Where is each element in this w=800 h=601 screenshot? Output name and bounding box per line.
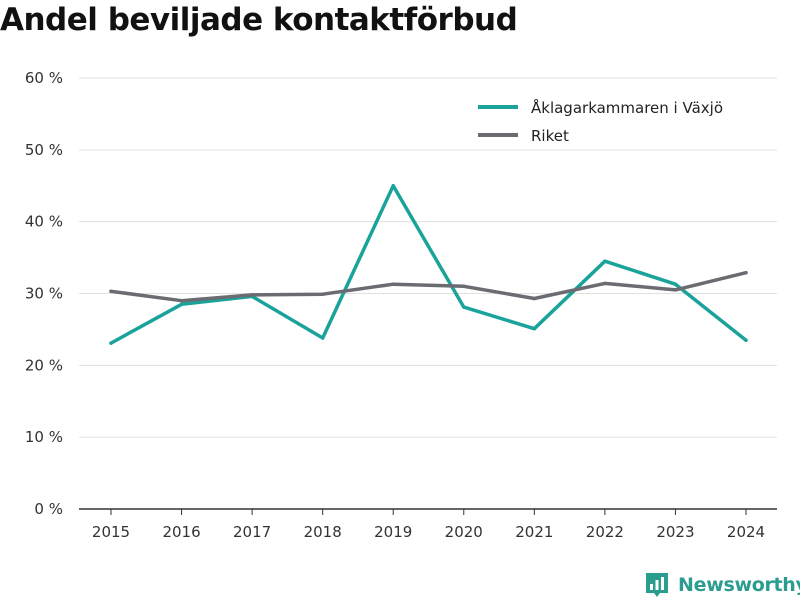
x-tick-label: 2024 xyxy=(727,523,765,541)
data-point xyxy=(179,302,184,306)
data-point xyxy=(320,292,325,296)
data-point xyxy=(179,298,184,303)
data-point xyxy=(462,305,466,309)
data-point xyxy=(320,336,325,340)
y-tick-label: 60 % xyxy=(25,69,63,87)
legend-box xyxy=(470,90,766,148)
x-tick-label: 2020 xyxy=(445,523,483,541)
data-point xyxy=(532,326,537,331)
data-point xyxy=(462,284,466,289)
newsworthy-brand: Newsworthy xyxy=(644,569,800,601)
brand-name: Newsworthy xyxy=(678,574,800,596)
y-tick-label: 10 % xyxy=(25,428,63,446)
data-point xyxy=(391,282,395,286)
x-tick-label: 2023 xyxy=(656,523,694,541)
series-lines xyxy=(109,184,748,345)
chart-title: Andel beviljade kontaktförbud xyxy=(0,2,518,38)
y-tick-label: 30 % xyxy=(25,285,63,303)
y-tick-label: 40 % xyxy=(25,213,63,231)
data-point xyxy=(250,293,254,297)
data-point xyxy=(603,281,607,286)
x-tick-label: 2021 xyxy=(515,523,553,541)
x-tick-label: 2018 xyxy=(304,523,342,541)
data-point xyxy=(109,341,113,345)
y-tick-label: 20 % xyxy=(25,356,63,374)
gridlines xyxy=(79,77,777,438)
legend-label: Riket xyxy=(531,127,569,145)
y-tick-label: 0 % xyxy=(34,500,63,518)
x-axis: 2015 2016 2017 2018 2019 2020 2021 2022 2023 2024 xyxy=(79,508,777,541)
x-tick-label: 2017 xyxy=(233,523,271,541)
legend: Åklagarkammaren i Växjö Riket xyxy=(470,90,766,148)
data-point xyxy=(532,296,537,301)
newsworthy-logo-icon xyxy=(646,573,668,597)
y-tick-label: 50 % xyxy=(25,141,63,159)
data-point xyxy=(744,270,748,275)
y-axis: 0 % 10 % 20 % 30 % 40 % 50 % 60 % xyxy=(25,69,63,518)
x-tick-label: 2015 xyxy=(92,523,130,541)
x-tick-label: 2019 xyxy=(374,523,412,541)
x-tick-label: 2016 xyxy=(162,523,200,541)
legend-label: Åklagarkammaren i Växjö xyxy=(531,98,723,117)
data-point xyxy=(109,289,113,294)
data-point xyxy=(673,288,678,292)
data-point xyxy=(391,184,395,188)
series-line-0 xyxy=(109,184,748,345)
data-point xyxy=(744,338,748,342)
series-line-1 xyxy=(109,270,748,303)
data-point xyxy=(603,259,607,263)
data-point xyxy=(673,282,678,286)
x-tick-label: 2022 xyxy=(586,523,624,541)
